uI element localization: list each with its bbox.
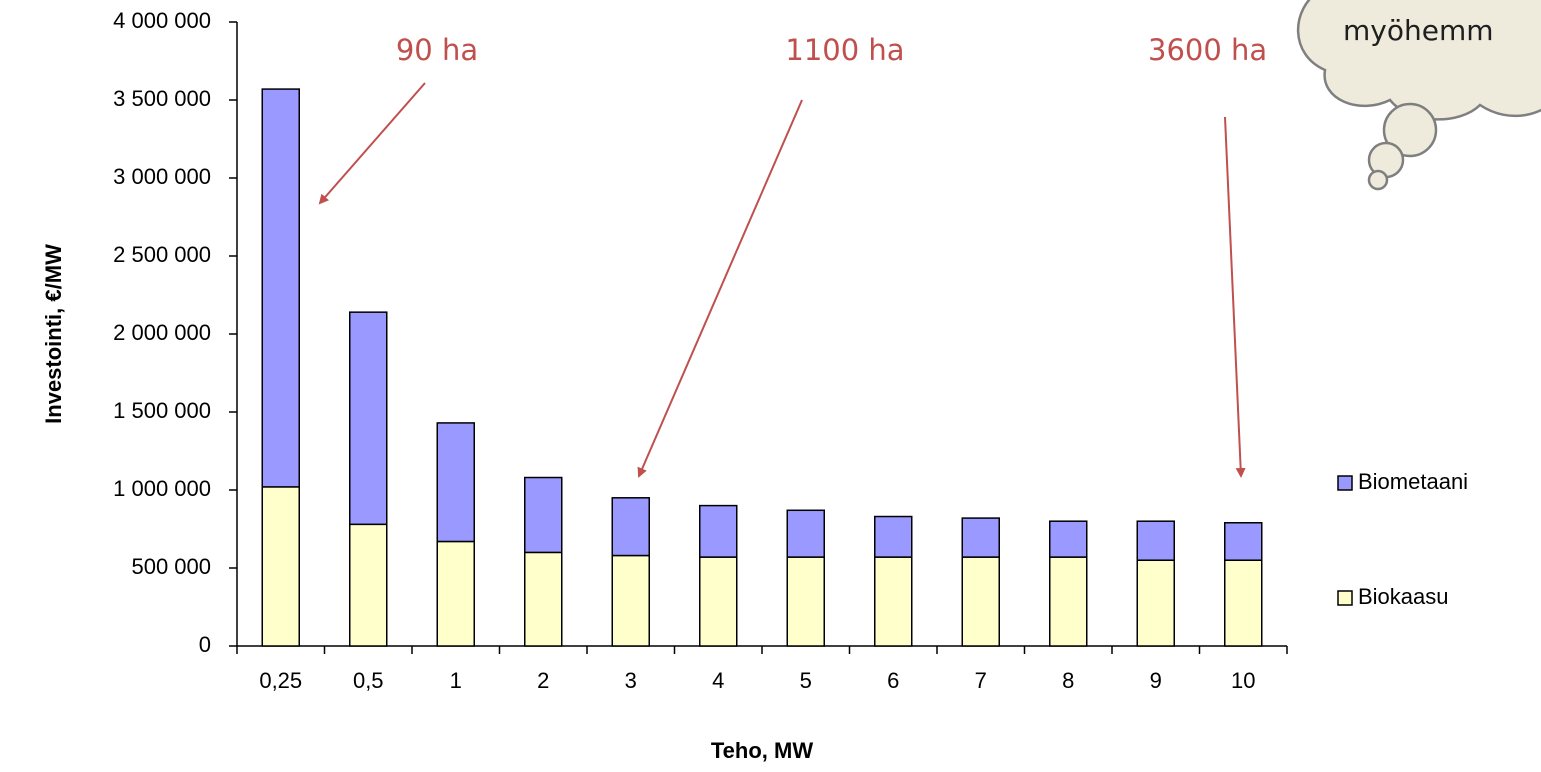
y-tick-label: 2 500 000 xyxy=(113,242,211,267)
y-tick-label: 2 000 000 xyxy=(113,320,211,345)
bar-segment xyxy=(875,557,912,646)
legend-swatch xyxy=(1338,591,1352,605)
annotation: 3600 ha xyxy=(1148,33,1267,67)
bar-segment xyxy=(262,89,299,487)
bar-segment xyxy=(875,517,912,558)
annotation: 90 ha xyxy=(396,33,478,67)
bar-segment xyxy=(962,518,999,557)
x-tick-label: 0,25 xyxy=(259,668,302,693)
bar-segment xyxy=(700,506,737,557)
bar-segment xyxy=(787,557,824,646)
bar-segment xyxy=(1225,523,1262,560)
bar-segment xyxy=(1137,521,1174,560)
bar-segment xyxy=(525,552,562,646)
annotation: 1100 ha xyxy=(785,33,904,67)
arrow xyxy=(639,100,802,476)
y-tick-label: 500 000 xyxy=(131,554,211,579)
bar-segment xyxy=(612,556,649,646)
y-tick-label: 3 000 000 xyxy=(113,164,211,189)
y-axis-title: Investointi, €/MW xyxy=(41,244,66,424)
bar-segment xyxy=(525,478,562,553)
x-tick-label: 3 xyxy=(625,668,637,693)
x-axis-title: Teho, MW xyxy=(711,738,813,763)
x-tick-label: 7 xyxy=(975,668,987,693)
chart: 0 500 000 1 000 000 1 500 000 2 000 000 2 500… xyxy=(0,0,1541,772)
bar-segment xyxy=(962,557,999,646)
x-tick-label: 0,5 xyxy=(353,668,384,693)
bar-segment xyxy=(1050,557,1087,646)
bar-segment xyxy=(612,498,649,556)
bar-segment xyxy=(437,541,474,646)
bar-segment xyxy=(1137,560,1174,646)
x-tick-label: 8 xyxy=(1062,668,1074,693)
legend-swatch xyxy=(1338,476,1352,490)
x-tick-label: 5 xyxy=(800,668,812,693)
x-tick-label: 4 xyxy=(712,668,724,693)
y-tick-label: 3 500 000 xyxy=(113,86,211,111)
x-tick-label: 6 xyxy=(887,668,899,693)
plot-area: 0 500 000 1 000 000 1 500 000 2 000 000 2 500… xyxy=(113,8,1468,693)
y-tick-label: 1 500 000 xyxy=(113,398,211,423)
y-tick-label: 4 000 000 xyxy=(113,8,211,33)
bar-segment xyxy=(1225,560,1262,646)
y-tick-label: 0 xyxy=(199,632,211,657)
bar-segment xyxy=(437,423,474,542)
bar-segment xyxy=(787,510,824,557)
y-tick-label: 1 000 000 xyxy=(113,476,211,501)
arrow xyxy=(320,83,425,203)
x-tick-label: 10 xyxy=(1231,668,1255,693)
x-tick-label: 2 xyxy=(537,668,549,693)
x-tick-label: 9 xyxy=(1150,668,1162,693)
legend-label: Biokaasu xyxy=(1358,584,1449,609)
bar-segment xyxy=(700,557,737,646)
arrow xyxy=(1225,117,1241,476)
bar-segment xyxy=(350,524,387,646)
bar-segment xyxy=(262,487,299,646)
x-tick-label: 1 xyxy=(450,668,462,693)
cloud-text: myöhemm xyxy=(1343,14,1494,47)
bar-segment xyxy=(1050,521,1087,557)
legend-label: Biometaani xyxy=(1358,469,1468,494)
bar-segment xyxy=(350,312,387,524)
